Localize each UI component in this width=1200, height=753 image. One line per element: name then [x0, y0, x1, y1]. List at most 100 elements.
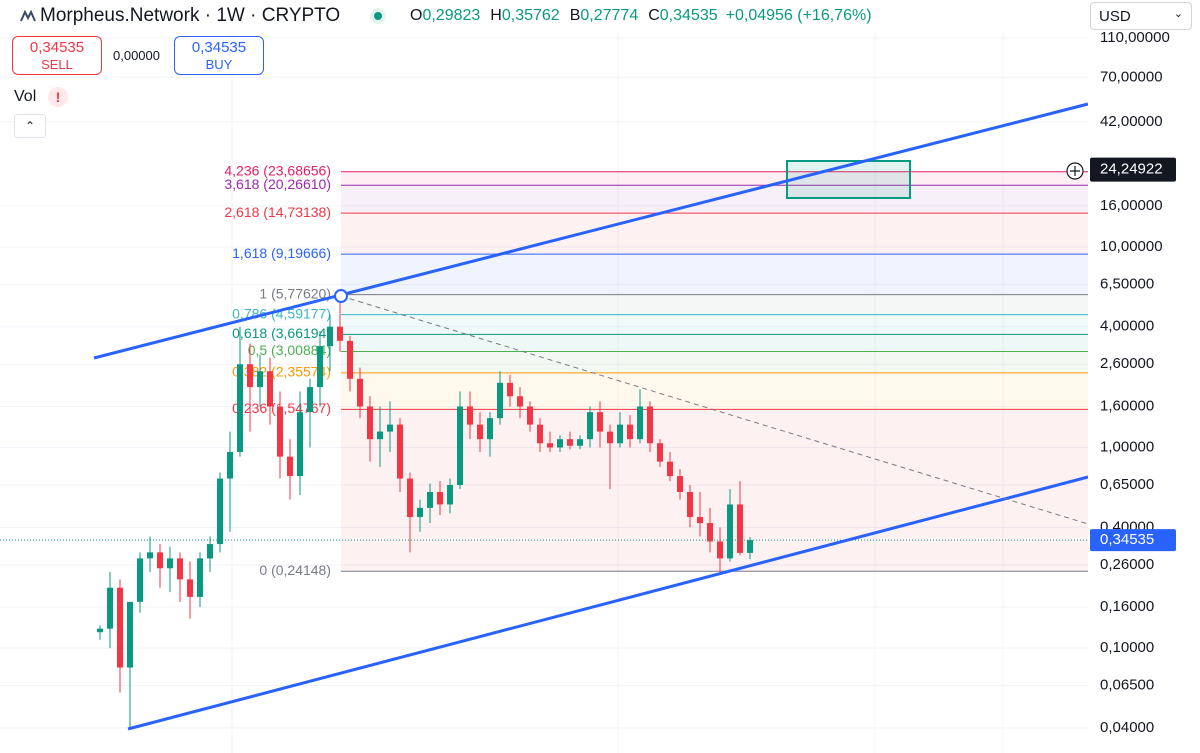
ohlc-value: 0,29823	[422, 7, 481, 24]
fib-band	[341, 351, 1088, 373]
candle-body	[737, 504, 743, 553]
candle-body	[127, 601, 133, 668]
candle-body	[197, 558, 203, 597]
candle-body	[457, 406, 463, 486]
trend-line	[127, 475, 1089, 731]
warning-icon[interactable]: !	[48, 87, 68, 107]
buy-price: 0,34535	[191, 39, 247, 56]
fib-band	[341, 372, 1088, 410]
ohlc-value: 0,34535	[659, 7, 718, 24]
candle-body	[337, 326, 343, 341]
fib-band	[341, 171, 1088, 186]
y-tick-label: 42,00000	[1100, 113, 1163, 130]
chevron: ⌄	[1173, 8, 1183, 20]
status	[370, 8, 386, 24]
candle-body	[627, 424, 633, 440]
sell-button[interactable]: 0,34535 SELL	[12, 36, 102, 75]
crosshair-tag	[1090, 157, 1176, 182]
candle-body	[257, 371, 263, 388]
y-tick-label: 0,16000	[1100, 598, 1154, 615]
candle-body	[517, 396, 523, 407]
symbol[interactable]: Morpheus.Network · 1W · CRYPTO	[40, 5, 341, 26]
fib-label: 0,618 (3,66194)	[232, 325, 331, 341]
candle-body	[747, 540, 753, 553]
axis-bg	[1088, 0, 1200, 753]
currency-select[interactable]: USD ⌄	[1090, 2, 1192, 30]
ohlc-value: 0,27774	[580, 7, 639, 24]
header-bar	[0, 0, 1088, 32]
fib-label: 3,618 (20,26610)	[224, 176, 331, 192]
candle-body	[297, 412, 303, 477]
candle-body	[427, 491, 433, 508]
fib-band	[341, 213, 1088, 255]
candle-body	[717, 541, 723, 559]
fib-band	[341, 314, 1088, 335]
y-tick-label: 110,00000	[1100, 29, 1170, 46]
candle-body	[557, 439, 563, 448]
candle-body	[487, 418, 493, 440]
currency: USD	[1099, 8, 1131, 25]
candle-body	[397, 424, 403, 479]
y-tick-label: 6,50000	[1100, 275, 1154, 292]
candle-body	[527, 406, 533, 425]
candle-body	[267, 371, 273, 407]
ohlc: O0,29823 H0,35762 B0,27774 C0,34535 +0,04956…	[410, 7, 872, 25]
candle-body	[207, 544, 213, 559]
candle-body	[107, 587, 113, 629]
candle-body	[177, 558, 183, 580]
candle-body	[407, 478, 413, 518]
fib-label: 0 (0,24148)	[259, 562, 331, 578]
y-tick-label: 0,65000	[1100, 476, 1154, 493]
fib-band	[341, 334, 1088, 352]
candle-body	[327, 326, 333, 347]
fib-label: 2,618 (14,73138)	[224, 204, 331, 220]
fibonacci: 4,236 (23,68656)3,618 (20,26610) 2,618 (1…	[224, 162, 1088, 578]
indicator[interactable]: Vol	[14, 88, 37, 105]
drawings	[93, 102, 1089, 731]
anchor-point	[334, 289, 348, 303]
price-axis: 110,00000 70,00000 42,00000 16,00000 10,0000…	[1088, 0, 1200, 753]
candle-body	[287, 456, 293, 477]
candle-body	[237, 364, 243, 452]
candle-body	[667, 461, 673, 477]
candle-body	[157, 552, 163, 569]
collapse-button[interactable]: ⌃	[14, 114, 46, 138]
candle-body	[727, 504, 733, 559]
fib-label: 1 (5,77620)	[259, 285, 331, 301]
candle-body	[277, 406, 283, 457]
candle-body	[447, 485, 453, 505]
y-tick-label: 0,10000	[1100, 639, 1154, 656]
sell-label: SELL	[41, 57, 73, 72]
candle-body	[347, 340, 353, 379]
spread: 0,00000	[113, 48, 160, 63]
sell-price: 0,34535	[29, 39, 85, 56]
fib-band	[341, 294, 1088, 315]
candle-body	[117, 587, 123, 668]
candle-body	[307, 387, 313, 413]
buy-button[interactable]: 0,34535 BUY	[174, 36, 264, 75]
ohlc-value: 0,35762	[501, 7, 560, 24]
candle-body	[317, 346, 323, 388]
candle-body	[217, 478, 223, 545]
candle-body	[637, 406, 643, 440]
candles	[0, 294, 1088, 728]
y-tick-label: 16,00000	[1100, 197, 1163, 214]
candle-body	[437, 491, 443, 505]
candle-body	[537, 424, 543, 444]
grid	[0, 0, 1088, 753]
candle-body	[137, 558, 143, 602]
candle-body	[387, 424, 393, 432]
fib-label: 0,5 (3,00884)	[248, 342, 331, 358]
ohlc-key: C	[648, 7, 660, 24]
fib-band	[341, 409, 1088, 572]
fib-label: 1,618 (9,19666)	[232, 245, 331, 261]
y-tick-label: 4,00000	[1100, 318, 1154, 335]
candle-body	[187, 579, 193, 597]
ohlc-key: H	[490, 7, 502, 24]
y-tick-label: 1,00000	[1100, 438, 1154, 455]
crosshair-label: 24,24922	[1100, 161, 1163, 178]
target-box	[786, 160, 911, 199]
last-price-tag	[1090, 529, 1176, 552]
